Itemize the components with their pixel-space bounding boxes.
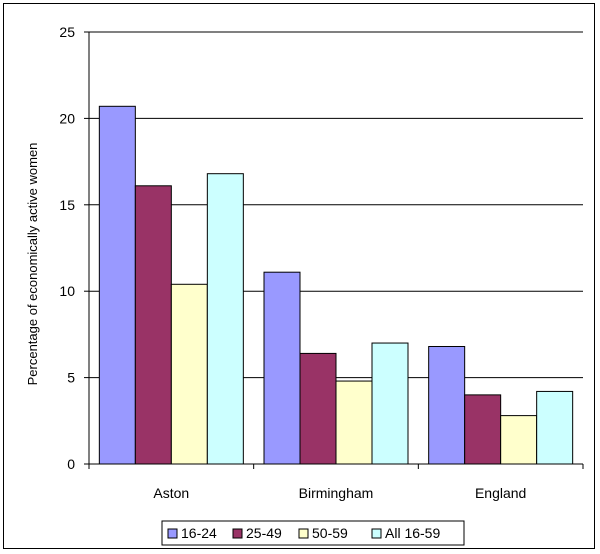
legend-swatch (371, 528, 382, 539)
bar-16-24-england (428, 345, 466, 465)
bar-all-16-59-england (536, 390, 574, 465)
bar-all-16-59-birmingham (371, 342, 409, 465)
bar-25-49-england (464, 394, 502, 465)
y-tick-label: 5 (67, 370, 75, 386)
y-axis-title: Percentage of economically active women (25, 143, 40, 386)
legend-swatch (167, 528, 178, 539)
legend-label: 50-59 (312, 525, 348, 541)
y-tick-label: 15 (59, 197, 75, 213)
y-tick-label: 20 (59, 110, 75, 126)
legend-label: 25-49 (246, 525, 282, 541)
y-tick-label: 0 (67, 456, 75, 472)
legend-label: 16-24 (181, 525, 217, 541)
bar-all-16-59-aston (206, 173, 244, 465)
x-tick-label: Aston (153, 485, 189, 501)
legend-swatch (298, 528, 309, 539)
y-axis-title-group: Percentage of economically active women (25, 143, 40, 386)
y-tick-label: 25 (59, 24, 75, 40)
axes: 0 5 10 15 20 25 Aston Birmingham England (59, 24, 584, 501)
bars (98, 105, 574, 465)
legend-swatch (232, 528, 243, 539)
bar-16-24-birmingham (263, 271, 301, 465)
bar-50-59-england (500, 415, 538, 465)
legend: 16-24 25-49 50-59 All 16-59 (161, 520, 465, 546)
legend-label: All 16-59 (385, 525, 440, 541)
bar-25-49-birmingham (299, 352, 337, 465)
legend-box (161, 520, 465, 546)
x-tick-label: Birmingham (299, 485, 374, 501)
y-tick-label: 10 (59, 283, 75, 299)
bar-50-59-birmingham (335, 380, 373, 465)
bar-16-24-aston (98, 105, 136, 465)
x-tick-label: England (475, 485, 526, 501)
bar-25-49-aston (134, 185, 172, 465)
bar-50-59-aston (170, 283, 208, 465)
